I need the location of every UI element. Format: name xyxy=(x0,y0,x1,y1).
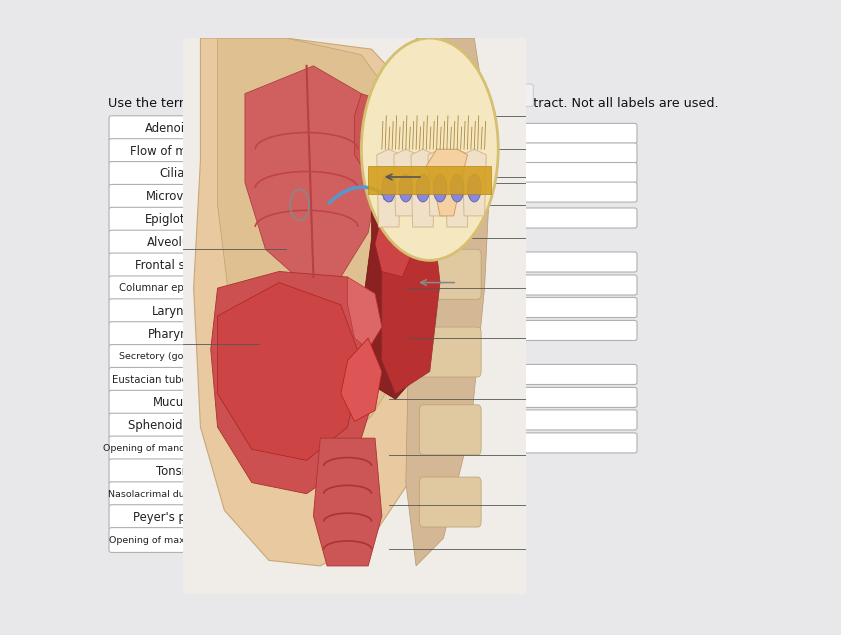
FancyBboxPatch shape xyxy=(483,84,533,107)
FancyBboxPatch shape xyxy=(109,436,235,461)
Ellipse shape xyxy=(399,174,413,202)
Text: Tonsil: Tonsil xyxy=(156,465,188,478)
Polygon shape xyxy=(426,149,468,216)
Polygon shape xyxy=(341,338,382,422)
Text: Flow of mucus: Flow of mucus xyxy=(130,145,214,157)
Text: Eustacian tube opening: Eustacian tube opening xyxy=(112,375,232,385)
FancyBboxPatch shape xyxy=(420,405,481,455)
Text: Frontal sinus: Frontal sinus xyxy=(135,259,209,272)
FancyBboxPatch shape xyxy=(511,433,637,453)
Text: Pharynx: Pharynx xyxy=(148,328,196,340)
FancyBboxPatch shape xyxy=(109,482,235,507)
FancyBboxPatch shape xyxy=(420,250,481,299)
Polygon shape xyxy=(193,38,458,566)
Bar xyxy=(368,166,491,194)
FancyBboxPatch shape xyxy=(109,253,235,278)
FancyBboxPatch shape xyxy=(511,143,637,163)
FancyBboxPatch shape xyxy=(109,368,235,392)
FancyBboxPatch shape xyxy=(511,123,637,144)
Text: Opening of maxillary sinus: Opening of maxillary sinus xyxy=(108,535,235,545)
FancyBboxPatch shape xyxy=(109,391,235,415)
Polygon shape xyxy=(377,149,400,227)
FancyBboxPatch shape xyxy=(511,364,637,384)
Polygon shape xyxy=(375,204,416,277)
Text: Columnar epithelium: Columnar epithelium xyxy=(119,283,225,293)
Text: Nasolacrimal duct opening: Nasolacrimal duct opening xyxy=(108,490,235,498)
FancyBboxPatch shape xyxy=(109,207,235,232)
Polygon shape xyxy=(394,149,418,216)
Polygon shape xyxy=(463,149,486,216)
FancyBboxPatch shape xyxy=(109,161,235,187)
FancyBboxPatch shape xyxy=(420,327,481,377)
Text: Reset: Reset xyxy=(400,539,442,554)
FancyBboxPatch shape xyxy=(109,231,235,255)
Polygon shape xyxy=(218,283,362,460)
Ellipse shape xyxy=(433,174,447,202)
Polygon shape xyxy=(411,149,435,227)
Polygon shape xyxy=(428,149,452,216)
Ellipse shape xyxy=(382,174,395,202)
FancyBboxPatch shape xyxy=(420,99,481,149)
FancyBboxPatch shape xyxy=(511,182,637,202)
Polygon shape xyxy=(382,177,440,394)
Polygon shape xyxy=(245,66,382,283)
Circle shape xyxy=(362,38,498,260)
FancyBboxPatch shape xyxy=(511,163,637,182)
FancyBboxPatch shape xyxy=(511,208,637,228)
Polygon shape xyxy=(347,277,382,349)
FancyBboxPatch shape xyxy=(109,345,235,370)
FancyBboxPatch shape xyxy=(109,413,235,438)
FancyBboxPatch shape xyxy=(245,353,351,374)
Text: Saved: Saved xyxy=(489,82,526,95)
Text: Use the terms provided to label the parts of the upper respiratory tract. Not al: Use the terms provided to label the part… xyxy=(108,97,719,110)
Ellipse shape xyxy=(468,174,481,202)
Text: Secretory (goblet) cell: Secretory (goblet) cell xyxy=(119,352,225,361)
FancyBboxPatch shape xyxy=(109,528,235,552)
FancyBboxPatch shape xyxy=(245,295,351,316)
FancyBboxPatch shape xyxy=(109,276,235,301)
FancyBboxPatch shape xyxy=(109,299,235,324)
FancyBboxPatch shape xyxy=(109,116,235,140)
Polygon shape xyxy=(406,38,491,566)
FancyBboxPatch shape xyxy=(109,184,235,210)
FancyBboxPatch shape xyxy=(247,105,512,533)
Text: Adenoids: Adenoids xyxy=(145,122,198,135)
Polygon shape xyxy=(445,149,469,227)
Text: Peyer's patch: Peyer's patch xyxy=(133,511,211,524)
Text: Opening of mandibular sinus: Opening of mandibular sinus xyxy=(103,444,241,453)
Polygon shape xyxy=(211,272,375,494)
FancyBboxPatch shape xyxy=(109,459,235,484)
FancyBboxPatch shape xyxy=(511,321,637,340)
FancyBboxPatch shape xyxy=(109,138,235,164)
Text: Larynx: Larynx xyxy=(152,305,192,318)
FancyBboxPatch shape xyxy=(109,505,235,530)
Ellipse shape xyxy=(450,174,464,202)
FancyBboxPatch shape xyxy=(511,252,637,272)
Polygon shape xyxy=(362,171,436,399)
FancyBboxPatch shape xyxy=(511,410,637,430)
FancyBboxPatch shape xyxy=(511,297,637,318)
Ellipse shape xyxy=(416,174,430,202)
FancyBboxPatch shape xyxy=(109,322,235,347)
Text: Epiglottis: Epiglottis xyxy=(145,213,199,226)
Text: Mucus: Mucus xyxy=(153,396,191,409)
FancyBboxPatch shape xyxy=(420,171,481,222)
Text: Microvilli: Microvilli xyxy=(146,190,198,203)
Text: Zoom: Zoom xyxy=(446,539,488,554)
Text: Cilia: Cilia xyxy=(159,168,185,180)
Polygon shape xyxy=(218,38,430,460)
Polygon shape xyxy=(314,438,382,566)
Text: Sphenoid sinus: Sphenoid sinus xyxy=(128,419,216,432)
Text: Alveolus: Alveolus xyxy=(147,236,197,249)
FancyBboxPatch shape xyxy=(511,387,637,408)
FancyBboxPatch shape xyxy=(420,477,481,527)
FancyBboxPatch shape xyxy=(511,275,637,295)
Polygon shape xyxy=(354,93,410,177)
